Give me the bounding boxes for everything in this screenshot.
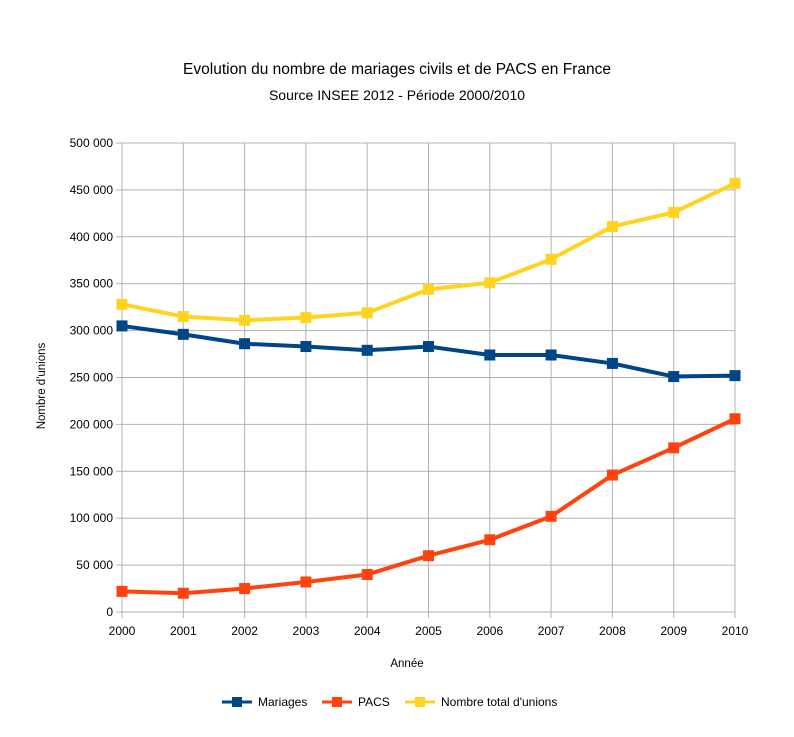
y-tick-label: 50 000 xyxy=(76,558,113,572)
data-point-nombre-total-d-unions xyxy=(729,177,741,189)
y-tick-label: 250 000 xyxy=(70,371,114,385)
y-tick-label: 150 000 xyxy=(70,464,114,478)
data-point-nombre-total-d-unions xyxy=(177,311,189,323)
legend-label: Mariages xyxy=(258,695,307,709)
series-nombre-total-d-unions xyxy=(116,177,741,326)
legend-swatch-marker xyxy=(415,697,425,707)
data-point-mariages xyxy=(423,341,434,353)
data-point-mariages xyxy=(177,328,189,340)
x-tick-labels: 2000 2001 2002 2003 2004 2005 2006 2007 2008 2009… xyxy=(109,624,749,638)
data-point-pacs xyxy=(729,413,741,425)
data-point-nombre-total-d-unions xyxy=(239,314,251,326)
chart-subtitle: Source INSEE 2012 - Période 2000/2010 xyxy=(268,87,526,103)
y-tick-label: 200 000 xyxy=(70,417,114,431)
legend-label: PACS xyxy=(358,695,390,709)
data-point-pacs xyxy=(116,585,128,597)
grid-lines xyxy=(121,142,736,613)
legend-item-mariages: Mariages xyxy=(222,695,307,709)
x-tick-label: 2003 xyxy=(293,624,320,638)
y-tick-label: 450 000 xyxy=(70,183,114,197)
legend-item-pacs: PACS xyxy=(322,695,390,709)
x-tick-label: 2004 xyxy=(354,624,381,638)
x-tick-label: 2009 xyxy=(660,624,687,638)
data-point-pacs xyxy=(177,587,189,599)
data-point-pacs xyxy=(668,442,680,454)
y-tick-label: 100 000 xyxy=(70,511,114,525)
y-tick-labels: 0 50 000 100 000 150 000 200 000 250 000 300 0… xyxy=(70,136,114,619)
x-tick-label: 2001 xyxy=(170,624,197,638)
data-point-pacs xyxy=(239,583,251,595)
x-tick-label: 2005 xyxy=(415,624,442,638)
x-tick-label: 2006 xyxy=(476,624,503,638)
data-point-nombre-total-d-unions xyxy=(423,283,434,295)
y-tick-label: 0 xyxy=(106,605,113,619)
legend-swatch-marker xyxy=(232,697,242,707)
x-tick-label: 2000 xyxy=(109,624,136,638)
legend-swatch-marker xyxy=(332,697,342,707)
data-point-pacs xyxy=(423,550,434,562)
data-point-nombre-total-d-unions xyxy=(116,298,128,310)
data-point-nombre-total-d-unions xyxy=(361,307,373,319)
data-point-nombre-total-d-unions xyxy=(484,277,496,289)
data-point-mariages xyxy=(668,371,680,383)
y-axis-label: Nombre d'unions xyxy=(36,342,48,429)
y-tick-label: 350 000 xyxy=(70,277,114,291)
series-mariages xyxy=(116,320,741,383)
data-point-mariages xyxy=(729,370,741,382)
data-point-pacs xyxy=(300,576,312,588)
data-point-pacs xyxy=(606,469,618,481)
x-tick-label: 2007 xyxy=(538,624,565,638)
data-point-nombre-total-d-unions xyxy=(300,311,312,323)
data-point-mariages xyxy=(300,341,312,353)
chart-title: Evolution du nombre de mariages civils e… xyxy=(183,61,611,78)
x-tick-label: 2002 xyxy=(231,624,258,638)
legend-label: Nombre total d'unions xyxy=(441,695,557,709)
data-point-nombre-total-d-unions xyxy=(606,220,618,232)
x-tick-label: 2008 xyxy=(599,624,626,638)
legend: Mariages PACS Nombre total d'unions xyxy=(222,695,557,709)
x-tick-label: 2010 xyxy=(722,624,749,638)
data-point-mariages xyxy=(361,344,373,356)
data-point-mariages xyxy=(116,320,128,332)
data-point-nombre-total-d-unions xyxy=(668,206,680,218)
y-tick-label: 300 000 xyxy=(70,324,114,338)
legend-item-nombre-total-d-unions: Nombre total d'unions xyxy=(405,695,557,709)
y-tick-label: 400 000 xyxy=(70,230,114,244)
series-lines xyxy=(116,177,741,599)
data-point-nombre-total-d-unions xyxy=(545,253,557,265)
y-tick-label: 500 000 xyxy=(70,136,114,150)
x-axis-label: Année xyxy=(390,658,423,670)
data-point-pacs xyxy=(484,534,496,546)
data-point-mariages xyxy=(484,349,496,361)
data-point-pacs xyxy=(545,510,557,522)
data-point-mariages xyxy=(239,338,251,350)
axes xyxy=(116,142,736,618)
data-point-pacs xyxy=(361,568,373,580)
data-point-mariages xyxy=(545,349,557,361)
series-pacs xyxy=(116,413,741,599)
data-point-mariages xyxy=(606,357,618,369)
